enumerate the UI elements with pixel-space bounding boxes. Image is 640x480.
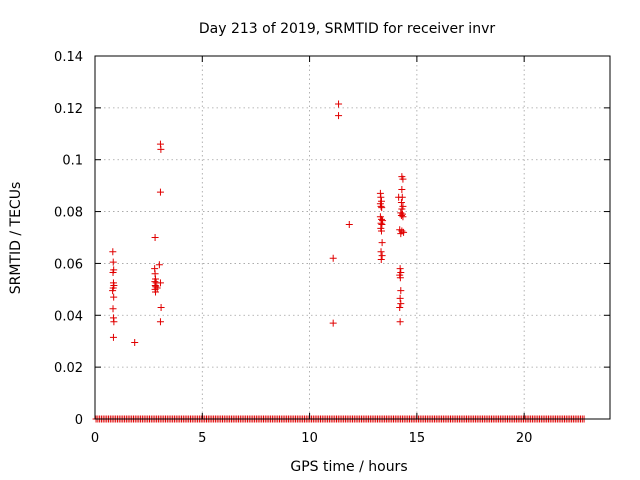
y-tick-label: 0.12 [54, 102, 83, 117]
data-point [109, 305, 117, 313]
y-tick-label: 0.1 [62, 154, 83, 169]
data-point [329, 319, 337, 327]
data-point [378, 252, 386, 260]
data-point [131, 339, 139, 347]
x-axis-label: GPS time / hours [290, 459, 407, 475]
data-point [335, 112, 343, 120]
data-point [399, 175, 407, 183]
data-point [396, 318, 404, 326]
data-point [109, 269, 117, 277]
y-tick-label: 0.14 [54, 50, 83, 65]
data-point [156, 318, 164, 326]
tick-labels: 0 5 10 15 20 0 0.02 0.04 0.06 0.08 0.1 0.12 0.14 [54, 50, 532, 446]
data-point [377, 193, 385, 201]
data-point [397, 287, 405, 295]
data-point [397, 198, 405, 206]
grid-lines [95, 56, 610, 419]
data-point [110, 318, 118, 326]
x-tick-label: 0 [91, 431, 99, 446]
data-point [378, 221, 386, 229]
y-tick-label: 0 [75, 413, 83, 428]
data-point [109, 333, 117, 341]
x-tick-label: 15 [409, 431, 426, 446]
data-point [335, 100, 343, 108]
y-axis-label: SRMTID / TECUs [8, 182, 24, 295]
data-point [397, 300, 405, 308]
data-point [153, 284, 161, 292]
data-point [378, 204, 386, 212]
data-point [151, 234, 159, 241]
data-point [399, 213, 407, 221]
data-point [396, 265, 404, 273]
y-tick-label: 0.08 [54, 206, 83, 221]
data-point [377, 256, 385, 264]
data-point [157, 304, 165, 312]
data-point [155, 261, 163, 269]
data-point [378, 239, 386, 247]
data-points [92, 100, 588, 423]
x-tick-label: 5 [198, 431, 206, 446]
data-point [377, 248, 385, 256]
data-point [109, 248, 117, 256]
data-point [109, 258, 117, 266]
x-tick-label: 10 [301, 431, 318, 446]
data-point [396, 294, 404, 302]
data-point [345, 221, 353, 229]
data-point [396, 304, 404, 312]
data-point [398, 193, 406, 201]
y-tick-label: 0.04 [54, 309, 83, 324]
data-point [377, 227, 385, 235]
data-point [397, 211, 405, 219]
plot-frame [94, 55, 611, 420]
axis-ticks [94, 55, 610, 420]
data-point [396, 274, 404, 282]
data-point [109, 287, 117, 295]
chart-title: Day 213 of 2019, SRMTID for receiver inv… [199, 21, 495, 37]
x-tick-label: 20 [516, 431, 533, 446]
data-point [152, 288, 160, 296]
data-point [377, 202, 385, 210]
data-point [156, 188, 164, 196]
data-point [398, 186, 406, 194]
y-tick-label: 0.06 [54, 257, 83, 272]
data-point [156, 279, 164, 287]
y-tick-label: 0.02 [54, 361, 83, 376]
data-point [329, 254, 337, 262]
data-point [157, 145, 165, 153]
data-point [398, 205, 406, 213]
data-point [397, 230, 405, 238]
data-point [110, 293, 118, 301]
